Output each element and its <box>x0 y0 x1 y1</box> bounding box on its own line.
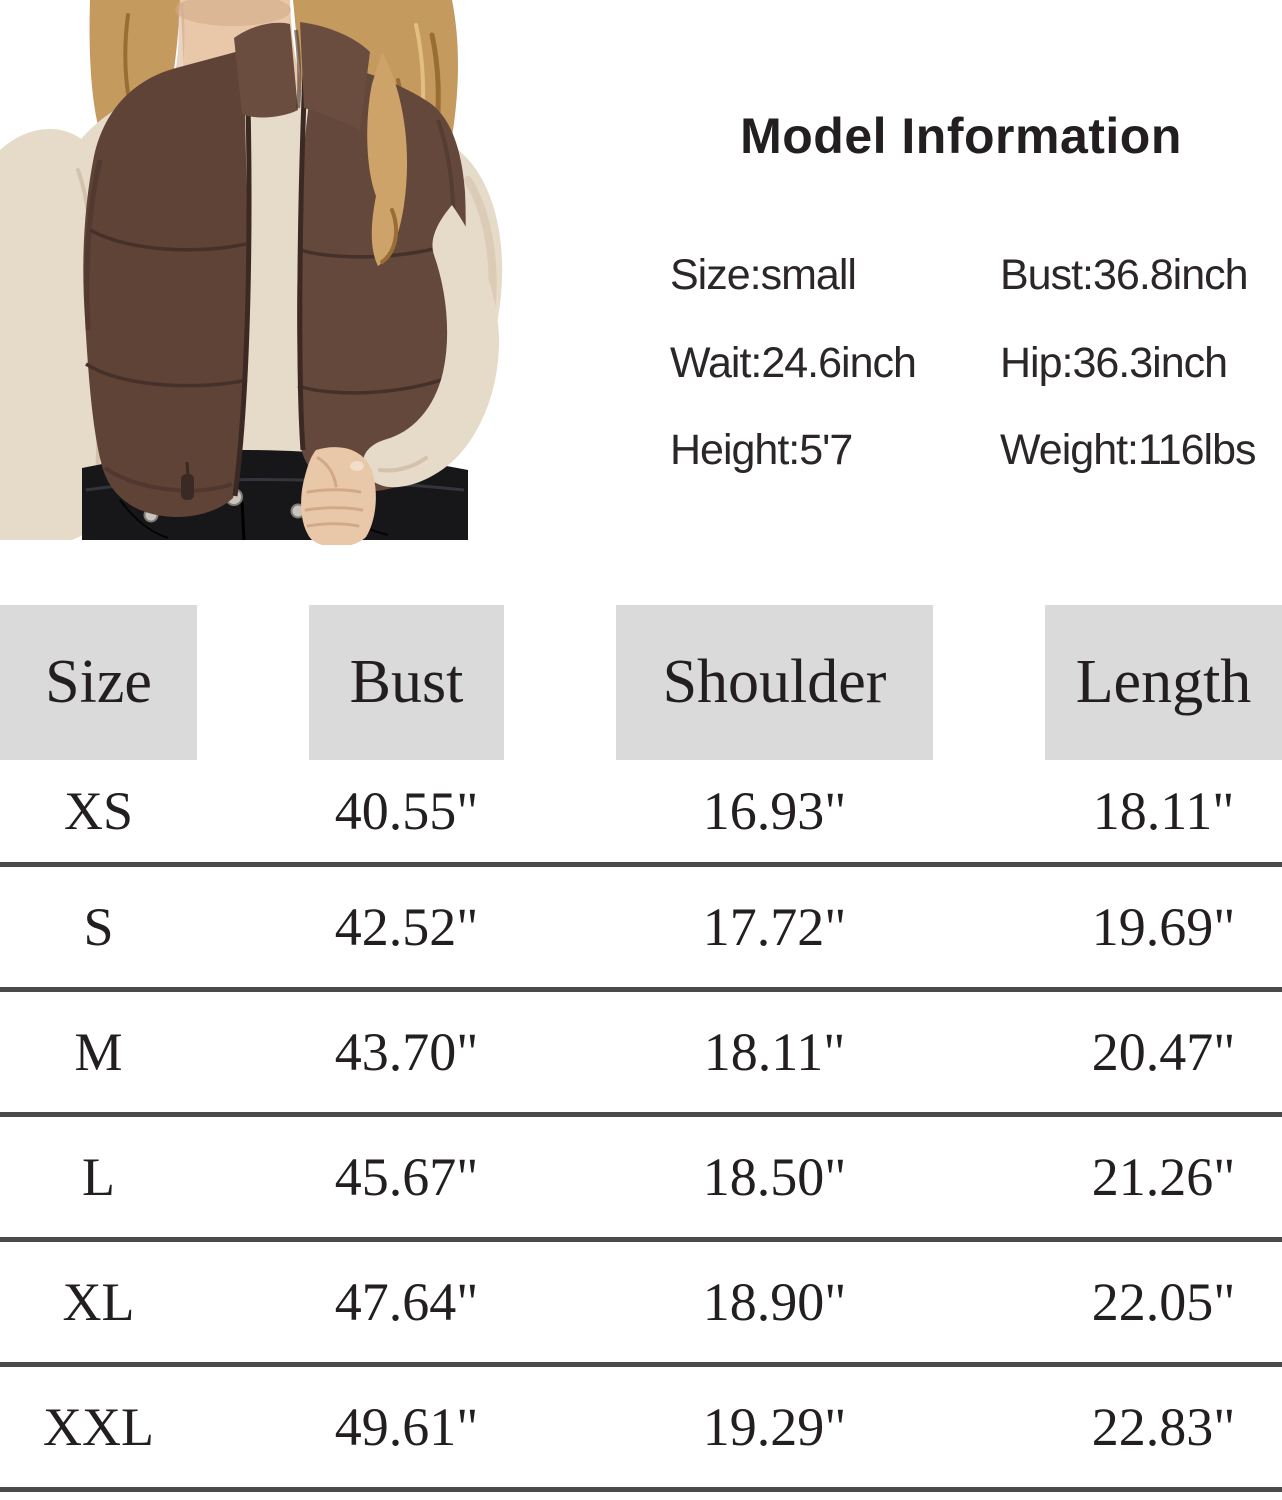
zipper-edge <box>297 71 308 451</box>
column-header-bust: Bust <box>309 605 504 760</box>
model-information: Model Information Size:small Bust:36.8in… <box>640 90 1282 477</box>
size-cell: S <box>83 897 114 957</box>
size-chart: Size Bust Shoulder Length XS 40.55" 16.93" 18.… <box>0 605 1282 1492</box>
measurement-cell: 45.67" <box>334 1147 479 1207</box>
size-cell: M <box>74 1022 123 1082</box>
table-row-xs: XS 40.55" 16.93" 18.11" <box>0 760 1282 867</box>
table-row-l: L 45.67" 18.50" 21.26" <box>0 1117 1282 1242</box>
measurement-cell: 16.93" <box>702 781 847 841</box>
measurement-cell: 20.47" <box>1091 1022 1236 1082</box>
drawstring-toggle <box>181 474 194 500</box>
measurement-cell: 17.72" <box>702 897 847 957</box>
column-header-size: Size <box>0 605 197 760</box>
vest-collar <box>234 22 298 118</box>
size-cell: XL <box>62 1272 135 1332</box>
size-chart-header-row: Size Bust Shoulder Length <box>0 605 1282 760</box>
measurement-cell: 18.50" <box>702 1147 847 1207</box>
model-info-hip: Hip:36.3inch <box>1000 338 1228 387</box>
size-cell: L <box>82 1147 115 1207</box>
measurement-cell: 18.90" <box>702 1272 847 1332</box>
measurement-cell: 43.70" <box>334 1022 479 1082</box>
table-row-m: M 43.70" 18.11" 20.47" <box>0 992 1282 1117</box>
product-photo-illustration <box>0 0 503 545</box>
size-chart-body: XS 40.55" 16.93" 18.11" S 42.52" 17.72" 19.69" M… <box>0 760 1282 1492</box>
measurement-cell: 40.55" <box>334 781 479 841</box>
measurement-cell: 42.52" <box>334 897 479 957</box>
model-info-size: Size:small <box>670 251 857 299</box>
model-information-grid: Size:small Bust:36.8inch Wait:24.6inch H… <box>640 250 1282 477</box>
size-cell: XS <box>63 781 134 841</box>
measurement-cell: 21.26" <box>1091 1147 1236 1207</box>
measurement-cell: 49.61" <box>334 1397 479 1457</box>
model-info-height: Height:5'7 <box>670 426 853 475</box>
measurement-cell: 22.05" <box>1091 1272 1236 1332</box>
hair-front-strand <box>367 52 408 266</box>
puffer-vest <box>83 22 466 518</box>
table-row-xxl: XXL 49.61" 19.29" 22.83" <box>0 1367 1282 1492</box>
measurement-cell: 22.83" <box>1091 1397 1236 1457</box>
model-information-title: Model Information <box>740 108 1182 164</box>
model-info-waist: Wait:24.6inch <box>670 338 917 387</box>
column-header-shoulder: Shoulder <box>616 605 933 760</box>
measurement-cell: 47.64" <box>334 1272 479 1332</box>
measurement-cell: 18.11" <box>1092 781 1235 841</box>
model-info-weight: Weight:116lbs <box>1000 426 1257 475</box>
table-row-s: S 42.52" 17.72" 19.69" <box>0 867 1282 992</box>
vest-collar <box>300 22 370 130</box>
table-row-xl: XL 47.64" 18.90" 22.05" <box>0 1242 1282 1367</box>
measurement-cell: 19.69" <box>1091 897 1236 957</box>
arm-and-hand <box>301 205 500 545</box>
zipper-edge <box>232 61 252 497</box>
measurement-cell: 18.11" <box>703 1022 846 1082</box>
column-header-length: Length <box>1045 605 1282 760</box>
product-photo <box>0 0 640 545</box>
model-info-bust: Bust:36.8inch <box>1000 251 1249 299</box>
size-cell: XXL <box>43 1397 154 1457</box>
measurement-cell: 19.29" <box>702 1397 847 1457</box>
